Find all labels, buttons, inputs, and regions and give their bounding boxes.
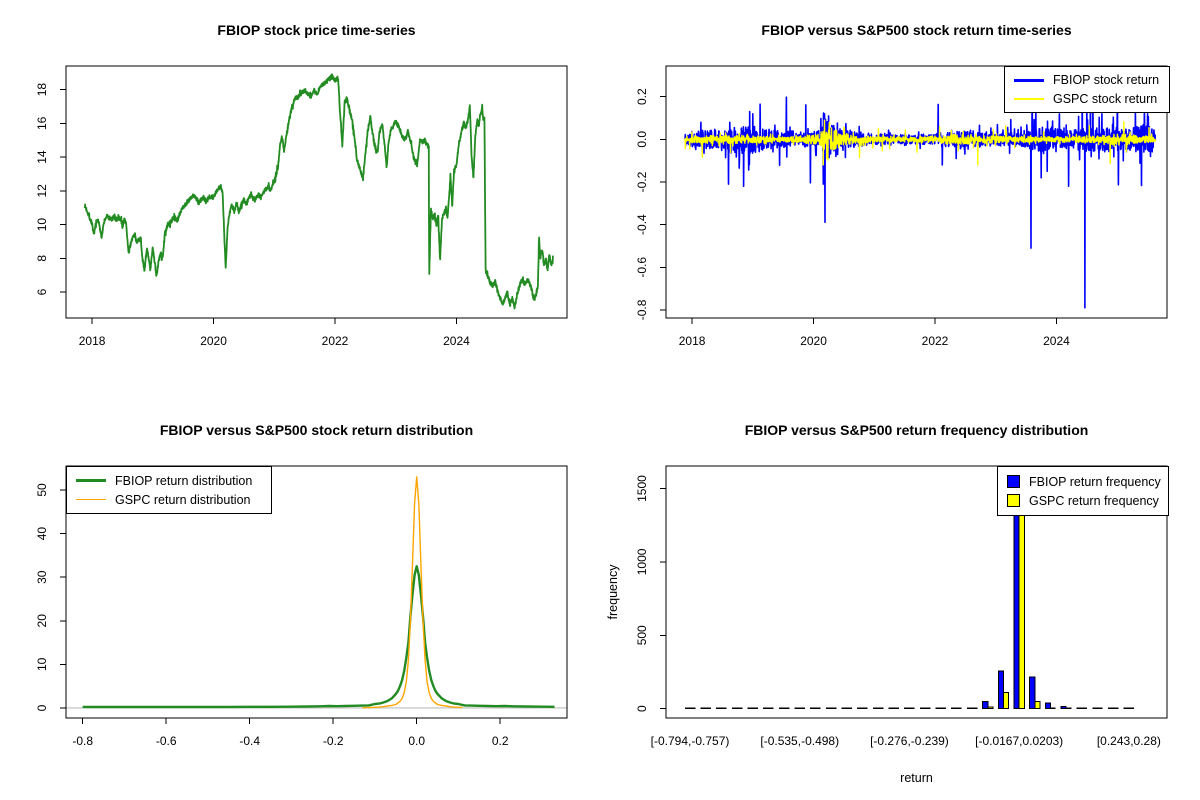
return-timeseries-panel: FBIOP versus S&P500 stock return time-se… — [600, 0, 1200, 400]
price-timeseries-panel: FBIOP stock price time-series 2018 2020 20… — [0, 0, 600, 400]
svg-text:0: 0 — [635, 705, 649, 712]
return-chart-title: FBIOP versus S&P500 stock return time-se… — [761, 22, 1072, 38]
svg-text:1500: 1500 — [635, 475, 649, 502]
legend-label: FBIOP return distribution — [115, 473, 253, 488]
svg-text:[0.243,0.28): [0.243,0.28) — [1097, 734, 1161, 748]
svg-text:-0.8: -0.8 — [72, 734, 93, 748]
svg-text:return: return — [900, 771, 933, 785]
return-chart-plot: 2018 2020 2022 2024 0.2 0.0 -0.2 -0.4 -0.6 -0.8 — [635, 65, 1168, 348]
return-frequency-legend: FBIOP return frequency GSPC return frequ… — [997, 466, 1169, 516]
distribution-chart-title: FBIOP versus S&P500 stock return distrib… — [159, 422, 474, 438]
price-chart-title: FBIOP stock price time-series — [217, 22, 416, 38]
svg-text:0: 0 — [35, 704, 49, 711]
svg-text:500: 500 — [635, 625, 649, 645]
svg-text:8: 8 — [35, 255, 49, 262]
legend-label: GSPC stock return — [1053, 92, 1158, 106]
svg-text:-0.6: -0.6 — [156, 734, 177, 748]
legend-item: FBIOP stock return — [1014, 72, 1160, 88]
svg-text:6: 6 — [35, 288, 49, 295]
svg-text:10: 10 — [35, 657, 49, 671]
svg-text:2020: 2020 — [200, 334, 227, 348]
svg-text:2022: 2022 — [922, 334, 949, 348]
svg-text:30: 30 — [35, 570, 49, 584]
svg-text:[-0.0167,0.0203): [-0.0167,0.0203) — [975, 734, 1063, 748]
svg-text:16: 16 — [35, 116, 49, 130]
legend-item: FBIOP return distribution — [76, 473, 262, 489]
return-distribution-panel: FBIOP versus S&P500 stock return distrib… — [0, 400, 600, 800]
svg-text:-0.6: -0.6 — [635, 257, 649, 278]
legend-label: FBIOP stock return — [1053, 73, 1160, 87]
svg-text:-0.4: -0.4 — [239, 734, 260, 748]
return-frequency-panel: FBIOP versus S&P500 return frequency dis… — [600, 400, 1200, 800]
svg-text:0.0: 0.0 — [408, 734, 425, 748]
svg-text:2018: 2018 — [79, 334, 106, 348]
svg-text:20: 20 — [35, 614, 49, 628]
frequency-chart-plot: [-0.794,-0.757) [-0.535,-0.498) [-0.276,-0… — [606, 465, 1168, 785]
gspc-density-swatch — [76, 498, 106, 501]
legend-item: GSPC return frequency — [1007, 493, 1159, 509]
svg-text:frequency: frequency — [606, 564, 620, 620]
svg-text:2020: 2020 — [800, 334, 827, 348]
svg-text:-0.2: -0.2 — [635, 171, 649, 192]
distribution-chart-plot: -0.8 -0.6 -0.4 -0.2 0.0 0.2 0 10 20 30 40 50 — [35, 465, 568, 748]
svg-text:-0.8: -0.8 — [635, 299, 649, 320]
price-chart-plot: 2018 2020 2022 2024 6 8 10 12 14 16 18 — [35, 65, 568, 348]
gspc-line-swatch — [1014, 98, 1044, 100]
fbiop-line-swatch — [1014, 78, 1044, 82]
gspc-frequency-swatch — [1007, 494, 1020, 507]
svg-text:40: 40 — [35, 527, 49, 541]
legend-label: GSPC return distribution — [115, 492, 251, 507]
fbiop-density-swatch — [76, 479, 106, 482]
svg-text:[-0.794,-0.757): [-0.794,-0.757) — [651, 734, 730, 748]
svg-text:0.0: 0.0 — [635, 131, 649, 148]
svg-text:50: 50 — [35, 483, 49, 497]
legend-item: GSPC stock return — [1014, 91, 1160, 107]
svg-text:2018: 2018 — [679, 334, 706, 348]
svg-text:14: 14 — [35, 150, 49, 164]
svg-text:-0.2: -0.2 — [323, 734, 344, 748]
svg-text:2024: 2024 — [443, 334, 470, 348]
svg-text:[-0.535,-0.498): [-0.535,-0.498) — [760, 734, 839, 748]
return-distribution-legend: FBIOP return distribution GSPC return di… — [66, 466, 272, 514]
svg-text:0.2: 0.2 — [635, 88, 649, 105]
legend-label: FBIOP return frequency — [1029, 474, 1161, 489]
legend-item: GSPC return distribution — [76, 492, 262, 508]
svg-text:18: 18 — [35, 83, 49, 97]
fbiop-frequency-swatch — [1007, 475, 1020, 488]
svg-text:2024: 2024 — [1043, 334, 1070, 348]
svg-text:2022: 2022 — [322, 334, 349, 348]
return-timeseries-legend: FBIOP stock return GSPC stock return — [1004, 66, 1170, 113]
frequency-chart-title: FBIOP versus S&P500 return frequency dis… — [744, 422, 1089, 438]
svg-text:-0.4: -0.4 — [635, 214, 649, 235]
svg-text:12: 12 — [35, 184, 49, 198]
legend-item: FBIOP return frequency — [1007, 474, 1161, 490]
svg-text:10: 10 — [35, 218, 49, 232]
svg-text:[-0.276,-0.239): [-0.276,-0.239) — [870, 734, 949, 748]
legend-label: GSPC return frequency — [1029, 493, 1159, 508]
svg-text:0.2: 0.2 — [492, 734, 509, 748]
svg-text:1000: 1000 — [635, 548, 649, 575]
